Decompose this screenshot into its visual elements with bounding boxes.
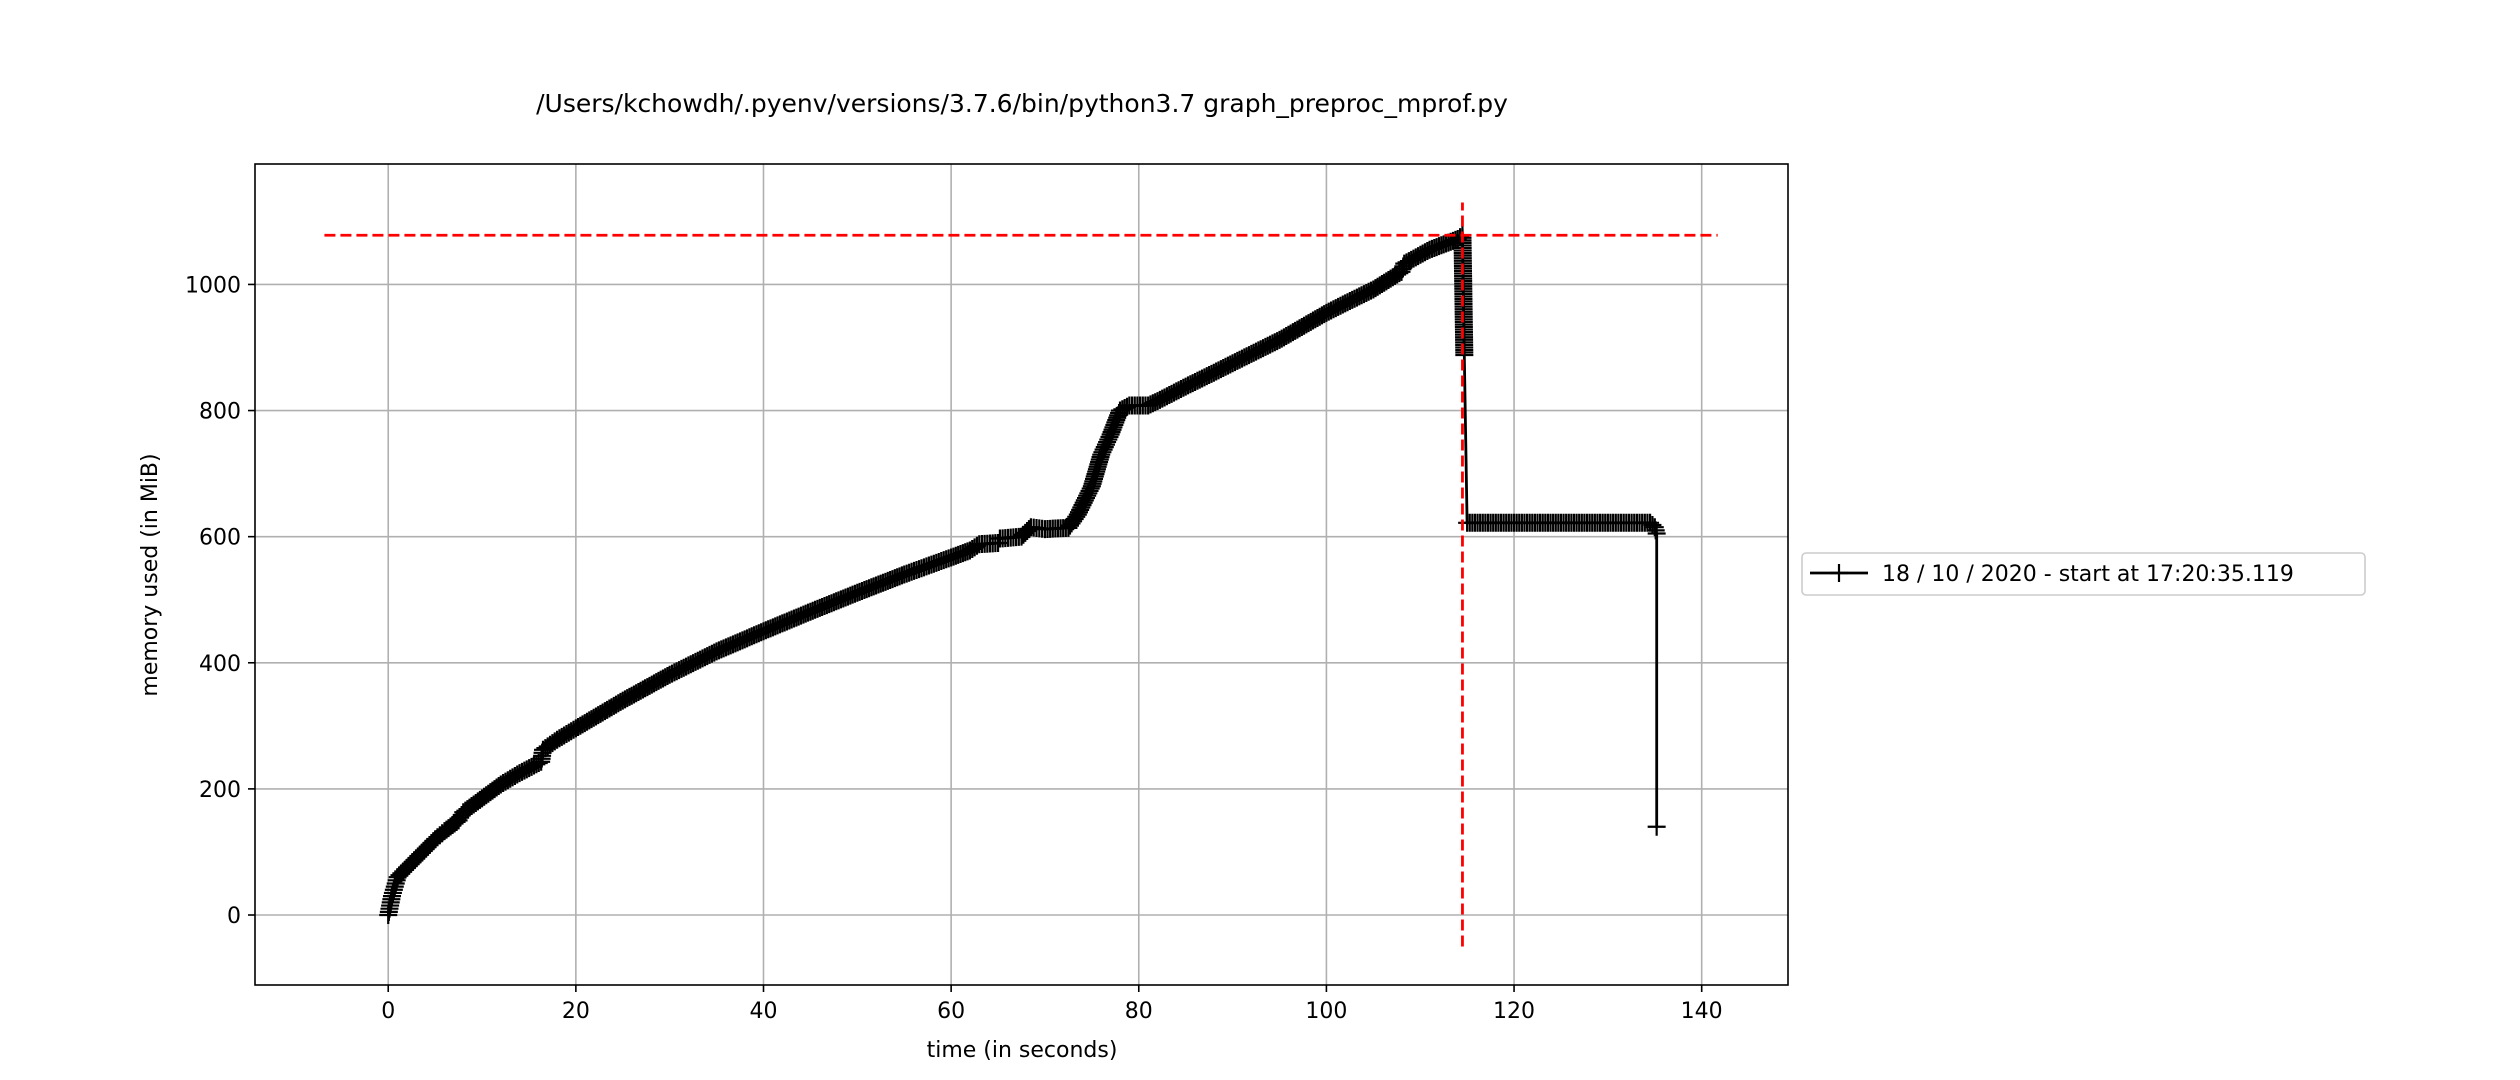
legend-marker-plus [1830,564,1848,582]
data-point-marker [700,645,719,664]
x-tick-label: 60 [937,999,965,1024]
data-point-marker [1115,399,1134,418]
data-point-marker [512,762,531,781]
x-axis-ticks: 0 20 40 60 80 100 120 140 [381,985,1723,1024]
x-axis-label: time (in seconds) [927,1038,1118,1063]
data-point-marker [1357,283,1376,302]
data-point-marker [517,760,536,779]
y-tick-label: 1000 [185,273,241,298]
plot-area-frame [254,163,1789,986]
y-tick-label: 800 [199,400,241,425]
data-point-marker [411,845,430,864]
data-point-marker [939,549,958,568]
y-tick-label: 200 [199,778,241,803]
series-plot [379,226,1666,925]
x-tick-label: 100 [1305,999,1347,1024]
data-point-marker [1413,244,1432,263]
data-point-marker [420,836,439,855]
x-tick-label: 120 [1493,999,1535,1024]
x-tick-label: 140 [1681,999,1723,1024]
x-tick-label: 0 [381,999,395,1024]
data-point-marker [522,757,541,776]
data-point-marker [1169,381,1188,400]
data-point-marker [1329,297,1348,316]
data-point-marker [653,669,672,688]
data-point-marker [1079,484,1098,503]
x-tick-label: 40 [749,999,777,1024]
x-tick-label: 20 [562,999,590,1024]
legend: 18 / 10 / 2020 - start at 17:20:35.119 [1801,552,2366,596]
data-point-marker [401,854,420,873]
data-point-marker [541,735,560,754]
data-point-marker [503,768,522,787]
chart-title: /Users/kchowdh/.pyenv/versions/3.7.6/bin… [536,89,1508,118]
data-point-marker [1647,817,1666,836]
data-point-marker [559,723,578,742]
data-point-marker [1081,479,1100,498]
data-point-marker [1216,357,1235,376]
y-axis-label: memory used (in MiB) [138,453,163,696]
data-point-marker [428,828,447,847]
data-point-marker [1646,521,1665,540]
data-point-marker [892,566,911,585]
data-point-marker [1113,400,1132,419]
data-point-marker [1197,367,1216,386]
y-tick-label: 400 [199,652,241,677]
y-tick-label: 600 [199,526,241,551]
data-point-marker [1080,481,1099,500]
y-tick-label: 0 [227,904,241,929]
data-point-marker [508,765,527,784]
data-point-marker [1141,395,1160,414]
data-point-marker [1455,343,1474,362]
data-point-marker [963,539,982,558]
data-point-marker [1099,430,1118,449]
data-point-marker [529,754,548,773]
legend-frame [1801,552,2366,596]
data-point-marker [965,538,984,557]
grid-lines [255,164,1788,985]
reference-lines [324,202,1718,947]
x-tick-label: 80 [1125,999,1153,1024]
data-point-marker [520,759,539,778]
data-point-marker [515,761,534,780]
data-point-marker [986,534,1005,553]
data-point-marker [443,816,462,835]
y-axis-ticks: 0 200 400 600 800 1000 [185,273,255,929]
data-point-marker [392,864,411,883]
data-point-marker [1310,307,1329,326]
legend-label: 18 / 10 / 2020 - start at 17:20:35.119 [1882,562,2294,587]
data-point-marker [1263,334,1282,353]
